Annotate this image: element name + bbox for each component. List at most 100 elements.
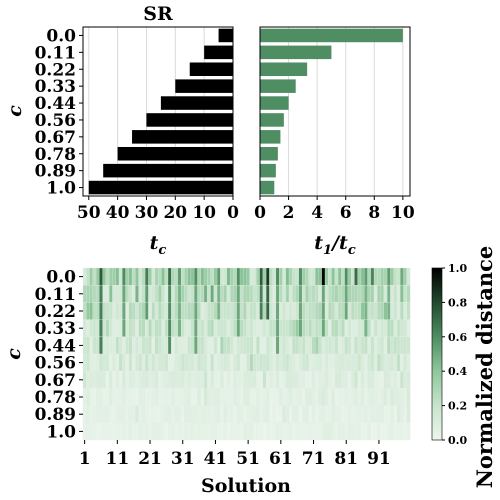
heatmap-cell [109, 319, 113, 337]
heatmap-cell [194, 388, 198, 406]
heatmap-cell [249, 267, 254, 286]
heatmap-cell [259, 422, 264, 441]
heatmap-cell [230, 405, 234, 423]
heatmap-cell [102, 319, 107, 337]
heatmap-cell [210, 267, 215, 286]
heatmap-cell [203, 388, 208, 406]
heatmap-cell [151, 302, 156, 320]
heatmap-cell [265, 353, 270, 372]
heatmap-cell [321, 302, 326, 320]
heatmap-cell [112, 353, 116, 372]
heatmap-cell [386, 336, 391, 355]
heatmap-cell [272, 422, 277, 441]
heatmap-cell [239, 285, 244, 303]
heatmap-cell [396, 267, 401, 286]
heatmap-cell [288, 302, 293, 320]
heatmap-cell [122, 371, 126, 389]
heatmap-xtick-label: 61 [269, 449, 293, 469]
heatmap-cell [151, 336, 156, 355]
heatmap-cell [311, 285, 316, 303]
heatmap-cell [95, 422, 100, 441]
heatmap-cell [122, 405, 126, 423]
heatmap-cell [236, 422, 241, 441]
heatmap-cell [373, 285, 378, 303]
heatmap-cell [86, 405, 90, 423]
heatmap-cell [357, 388, 362, 406]
ratio-bar [260, 45, 332, 60]
heatmap-cell [249, 388, 254, 406]
heatmap-ylabel: c [3, 348, 25, 360]
heatmap-cell [331, 267, 336, 286]
heatmap-cell [406, 405, 411, 423]
heatmap-cell [344, 336, 349, 355]
heatmap-cell [288, 336, 293, 355]
heatmap-cell [223, 353, 228, 372]
heatmap-cell [138, 285, 143, 303]
heatmap-cell [109, 422, 113, 441]
heatmap-cell [279, 422, 283, 441]
heatmap-cell [223, 319, 228, 337]
heatmap-cell [190, 285, 195, 303]
heatmap-cell [82, 319, 87, 337]
heatmap-cell [249, 302, 254, 320]
heatmap-cell [109, 388, 113, 406]
heatmap-cell [305, 388, 309, 406]
heatmap-cell [390, 285, 394, 303]
heatmap-cell [337, 388, 342, 406]
heatmap-cell [197, 285, 201, 303]
heatmap-cell [308, 302, 313, 320]
heatmap-cell [400, 336, 404, 355]
heatmap-cell [158, 319, 162, 337]
sr-bar [88, 180, 234, 195]
heatmap-cell [298, 302, 303, 320]
heatmap-cell [386, 405, 391, 423]
heatmap-ytick-label: 0.67 [35, 371, 76, 391]
heatmap-cell [311, 422, 316, 441]
heatmap-cell [236, 405, 241, 423]
heatmap-cell [315, 302, 319, 320]
heatmap-cell [269, 319, 273, 337]
heatmap-cell [279, 267, 283, 286]
heatmap-cell [105, 353, 110, 372]
heatmap-cell [351, 336, 355, 355]
heatmap-cell [373, 336, 378, 355]
heatmap-cell [92, 388, 97, 406]
heatmap-cell [102, 285, 107, 303]
heatmap-cell [347, 353, 352, 372]
heatmap-cell [275, 422, 280, 441]
heatmap-cell [131, 336, 136, 355]
heatmap-cell [367, 405, 372, 423]
heatmap-cell [161, 422, 166, 441]
heatmap-cell [357, 302, 362, 320]
heatmap-cell [226, 267, 231, 286]
heatmap-cell [298, 371, 303, 389]
heatmap-cell [118, 319, 123, 337]
sr-bar [132, 130, 233, 144]
heatmap-cell [328, 267, 332, 286]
heatmap-cell [197, 353, 201, 372]
heatmap-cell [357, 405, 362, 423]
heatmap-cell [383, 302, 388, 320]
heatmap-cell [187, 267, 192, 286]
heatmap-cell [272, 302, 277, 320]
heatmap-cell [207, 405, 211, 423]
heatmap-cell [89, 371, 94, 389]
heatmap-cell [200, 285, 205, 303]
heatmap-cell [135, 422, 139, 441]
heatmap-cell [243, 302, 247, 320]
heatmap-cell [393, 405, 398, 423]
colorbar-tick-label: 0.0 [448, 434, 467, 447]
heatmap-cell [259, 336, 264, 355]
heatmap-cell [210, 353, 215, 372]
heatmap-cell [187, 285, 192, 303]
heatmap-cell [252, 319, 257, 337]
sr-ytick-label: 0.33 [35, 77, 76, 97]
heatmap-cell [315, 371, 319, 389]
heatmap-cell [337, 267, 342, 286]
heatmap-cell [122, 388, 126, 406]
heatmap-cell [383, 285, 388, 303]
heatmap-cell [174, 405, 179, 423]
sr-ytick-label: 0.11 [35, 43, 76, 63]
heatmap-cell [341, 353, 345, 372]
ratio-bar [260, 163, 276, 178]
